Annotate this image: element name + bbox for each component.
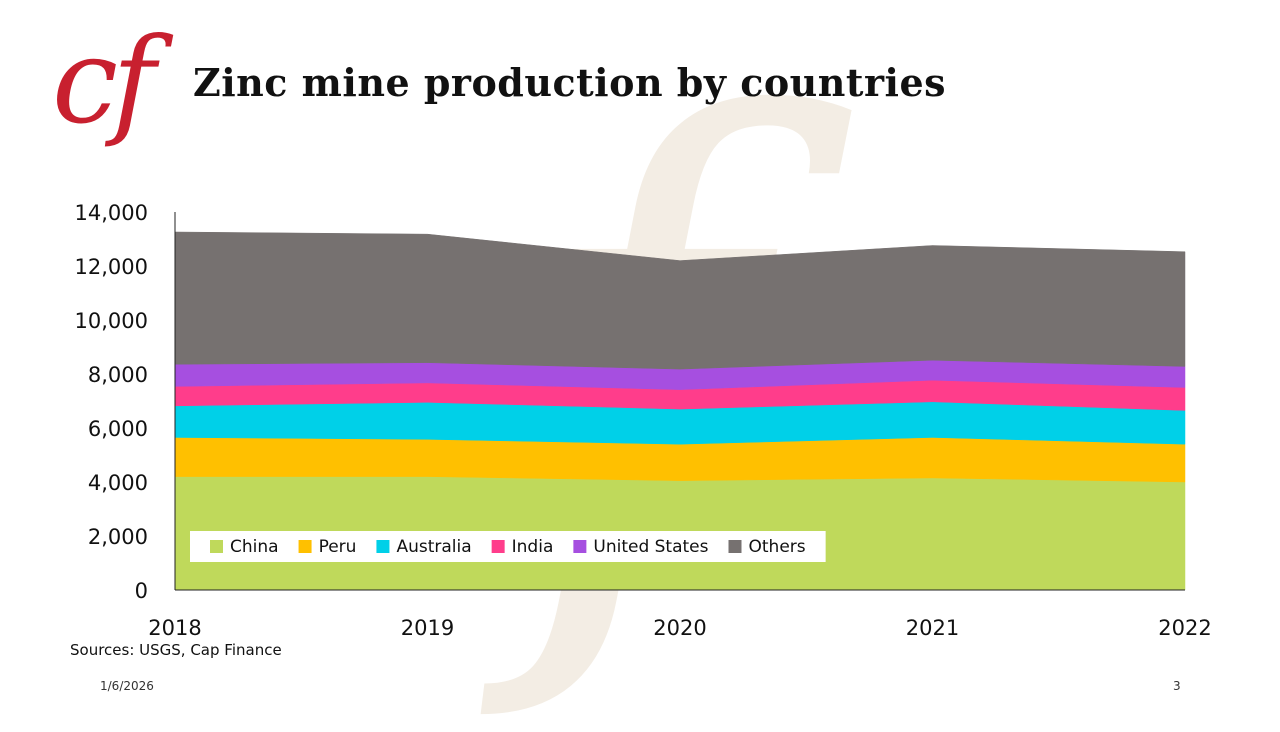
legend-swatch-others — [728, 540, 742, 553]
legend-label-china: China — [230, 537, 279, 557]
y-tick-label: 2,000 — [88, 525, 148, 549]
source-note: Sources: USGS, Cap Finance — [70, 641, 282, 659]
y-tick-label: 12,000 — [75, 255, 148, 279]
y-tick-label: 0 — [135, 579, 148, 603]
footer-date: 1/6/2026 — [100, 679, 154, 693]
legend-swatch-united-states — [573, 540, 587, 553]
footer-page-number: 3 — [1173, 679, 1181, 693]
legend-label-others: Others — [749, 537, 806, 557]
y-tick-label: 4,000 — [88, 471, 148, 495]
legend-label-peru: Peru — [319, 537, 357, 557]
x-tick-label: 2019 — [401, 616, 454, 640]
legend-box — [190, 531, 826, 562]
x-tick-label: 2018 — [148, 616, 201, 640]
legend-label-australia: Australia — [396, 537, 471, 557]
y-tick-label: 10,000 — [75, 309, 148, 333]
page-title: Zinc mine production by countries — [193, 60, 947, 105]
area-others — [174, 231, 1186, 370]
x-tick-label: 2022 — [1158, 616, 1211, 640]
x-tick-label: 2020 — [653, 616, 706, 640]
y-tick-label: 14,000 — [75, 201, 148, 225]
legend-swatch-china — [210, 540, 223, 553]
x-tick-label: 2021 — [906, 616, 959, 640]
cf-logo: cf — [52, 12, 156, 150]
legend-swatch-india — [491, 540, 505, 553]
legend-label-india: India — [512, 537, 554, 557]
legend-label-united-states: United States — [593, 537, 708, 557]
y-tick-label: 8,000 — [88, 363, 148, 387]
legend-swatch-australia — [376, 540, 390, 553]
y-tick-label: 6,000 — [88, 417, 148, 441]
legend-swatch-peru — [298, 540, 312, 553]
